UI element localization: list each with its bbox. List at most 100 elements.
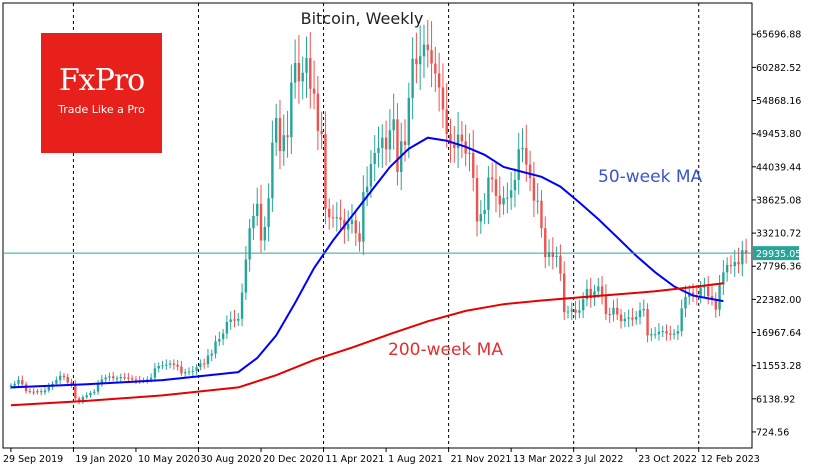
candle-body (89, 392, 92, 396)
candle-body (525, 148, 528, 165)
candle-body (74, 384, 77, 399)
candle-body (115, 378, 119, 380)
ma200-line (10, 282, 724, 407)
chart-title: Bitcoin, Weekly (301, 9, 424, 28)
candle-body (540, 200, 543, 229)
ma50-label: 50-week MA (598, 167, 703, 187)
candle-body (127, 377, 130, 379)
candle-body (608, 313, 611, 315)
price-label-box (753, 246, 799, 261)
candle-body (134, 379, 138, 381)
candle-body (195, 367, 198, 371)
candle-body (119, 376, 122, 379)
session-separators (72, 3, 700, 448)
candle-body (672, 333, 676, 335)
candle-body (547, 252, 551, 258)
candle-body (240, 292, 244, 319)
candle-body (741, 250, 744, 265)
candle-body (642, 309, 645, 311)
candle-body (362, 192, 365, 242)
candle-body (437, 73, 441, 88)
x-tick-label: 1 Aug 2021 (388, 454, 443, 465)
candle-body (619, 314, 623, 322)
y-tick-label: 33210.72 (756, 229, 801, 240)
logo-wordmark: FxPro (58, 63, 145, 98)
y-tick-label: 6138.92 (756, 394, 795, 405)
plot-frame (2, 2, 753, 449)
candle-body (532, 178, 536, 201)
candle-body (17, 380, 20, 384)
candle-body (498, 195, 501, 205)
candle-body (627, 317, 630, 319)
candle-body (676, 331, 680, 334)
x-tick-label: 10 May 2020 (138, 454, 200, 465)
candle-body (528, 164, 532, 179)
candle-body (221, 333, 225, 340)
candle-body (66, 376, 69, 383)
y-tick-label: 60282.52 (756, 63, 801, 74)
candle-body (214, 341, 217, 354)
x-tick-label: 3 Jul 2022 (576, 454, 624, 465)
candle-body (256, 203, 259, 217)
ma50-line (10, 136, 724, 389)
x-tick-label: 13 Mar 2022 (513, 454, 573, 465)
candle-body (418, 56, 422, 65)
candle-body (411, 58, 414, 98)
candle-body (263, 227, 267, 241)
candle-body (559, 255, 562, 274)
candle-body (536, 200, 539, 202)
candle-body (112, 376, 115, 379)
candle-body (733, 261, 736, 267)
candle-body (161, 365, 164, 367)
x-tick-label: 21 Nov 2021 (451, 454, 512, 465)
candle-body (47, 386, 50, 391)
current-price-line: 29935.05 (3, 246, 801, 261)
y-tick-label: 27796.36 (756, 262, 801, 273)
candle-body (449, 133, 452, 145)
candle-body (509, 190, 513, 198)
candle-body (703, 286, 706, 288)
candle-body (93, 391, 96, 393)
candle-body (286, 135, 289, 138)
candle-body (407, 97, 411, 146)
candle-body (218, 339, 221, 342)
candle-body (320, 130, 323, 134)
price-label: 29935.05 (756, 249, 801, 260)
candle-body (331, 217, 335, 219)
candle-body (453, 144, 456, 149)
candle-body (725, 264, 729, 273)
candle-body (28, 391, 32, 393)
candle-body (100, 379, 104, 384)
candle-body (358, 233, 361, 242)
candle-body (669, 333, 672, 335)
candle-body (13, 383, 16, 386)
candle-body (369, 163, 373, 187)
candle-body (581, 299, 585, 311)
candle-body (566, 311, 570, 313)
candle-body (77, 398, 81, 403)
candle-body (392, 119, 395, 131)
candle-body (62, 375, 66, 377)
candle-body (578, 310, 581, 313)
candle-body (157, 365, 160, 369)
candle-body (623, 318, 627, 322)
y-axis: 724.56 6138.92 11553.28 16967.64 22382.00 277… (752, 30, 801, 438)
y-tick-label: 11553.28 (756, 361, 801, 372)
candle-body (600, 286, 604, 296)
candle-body (604, 295, 608, 314)
candle-body (180, 366, 183, 374)
candle-body (43, 390, 47, 393)
candle-body (297, 62, 301, 82)
candle-body (426, 44, 429, 51)
candle-body (456, 134, 460, 149)
candle-body (40, 391, 43, 393)
candle-body (574, 309, 577, 313)
candle-body (589, 288, 592, 299)
candle-body (58, 375, 62, 381)
candle-body (707, 286, 710, 297)
candle-body (328, 208, 331, 218)
candle-body (517, 149, 520, 180)
candle-body (430, 50, 433, 64)
